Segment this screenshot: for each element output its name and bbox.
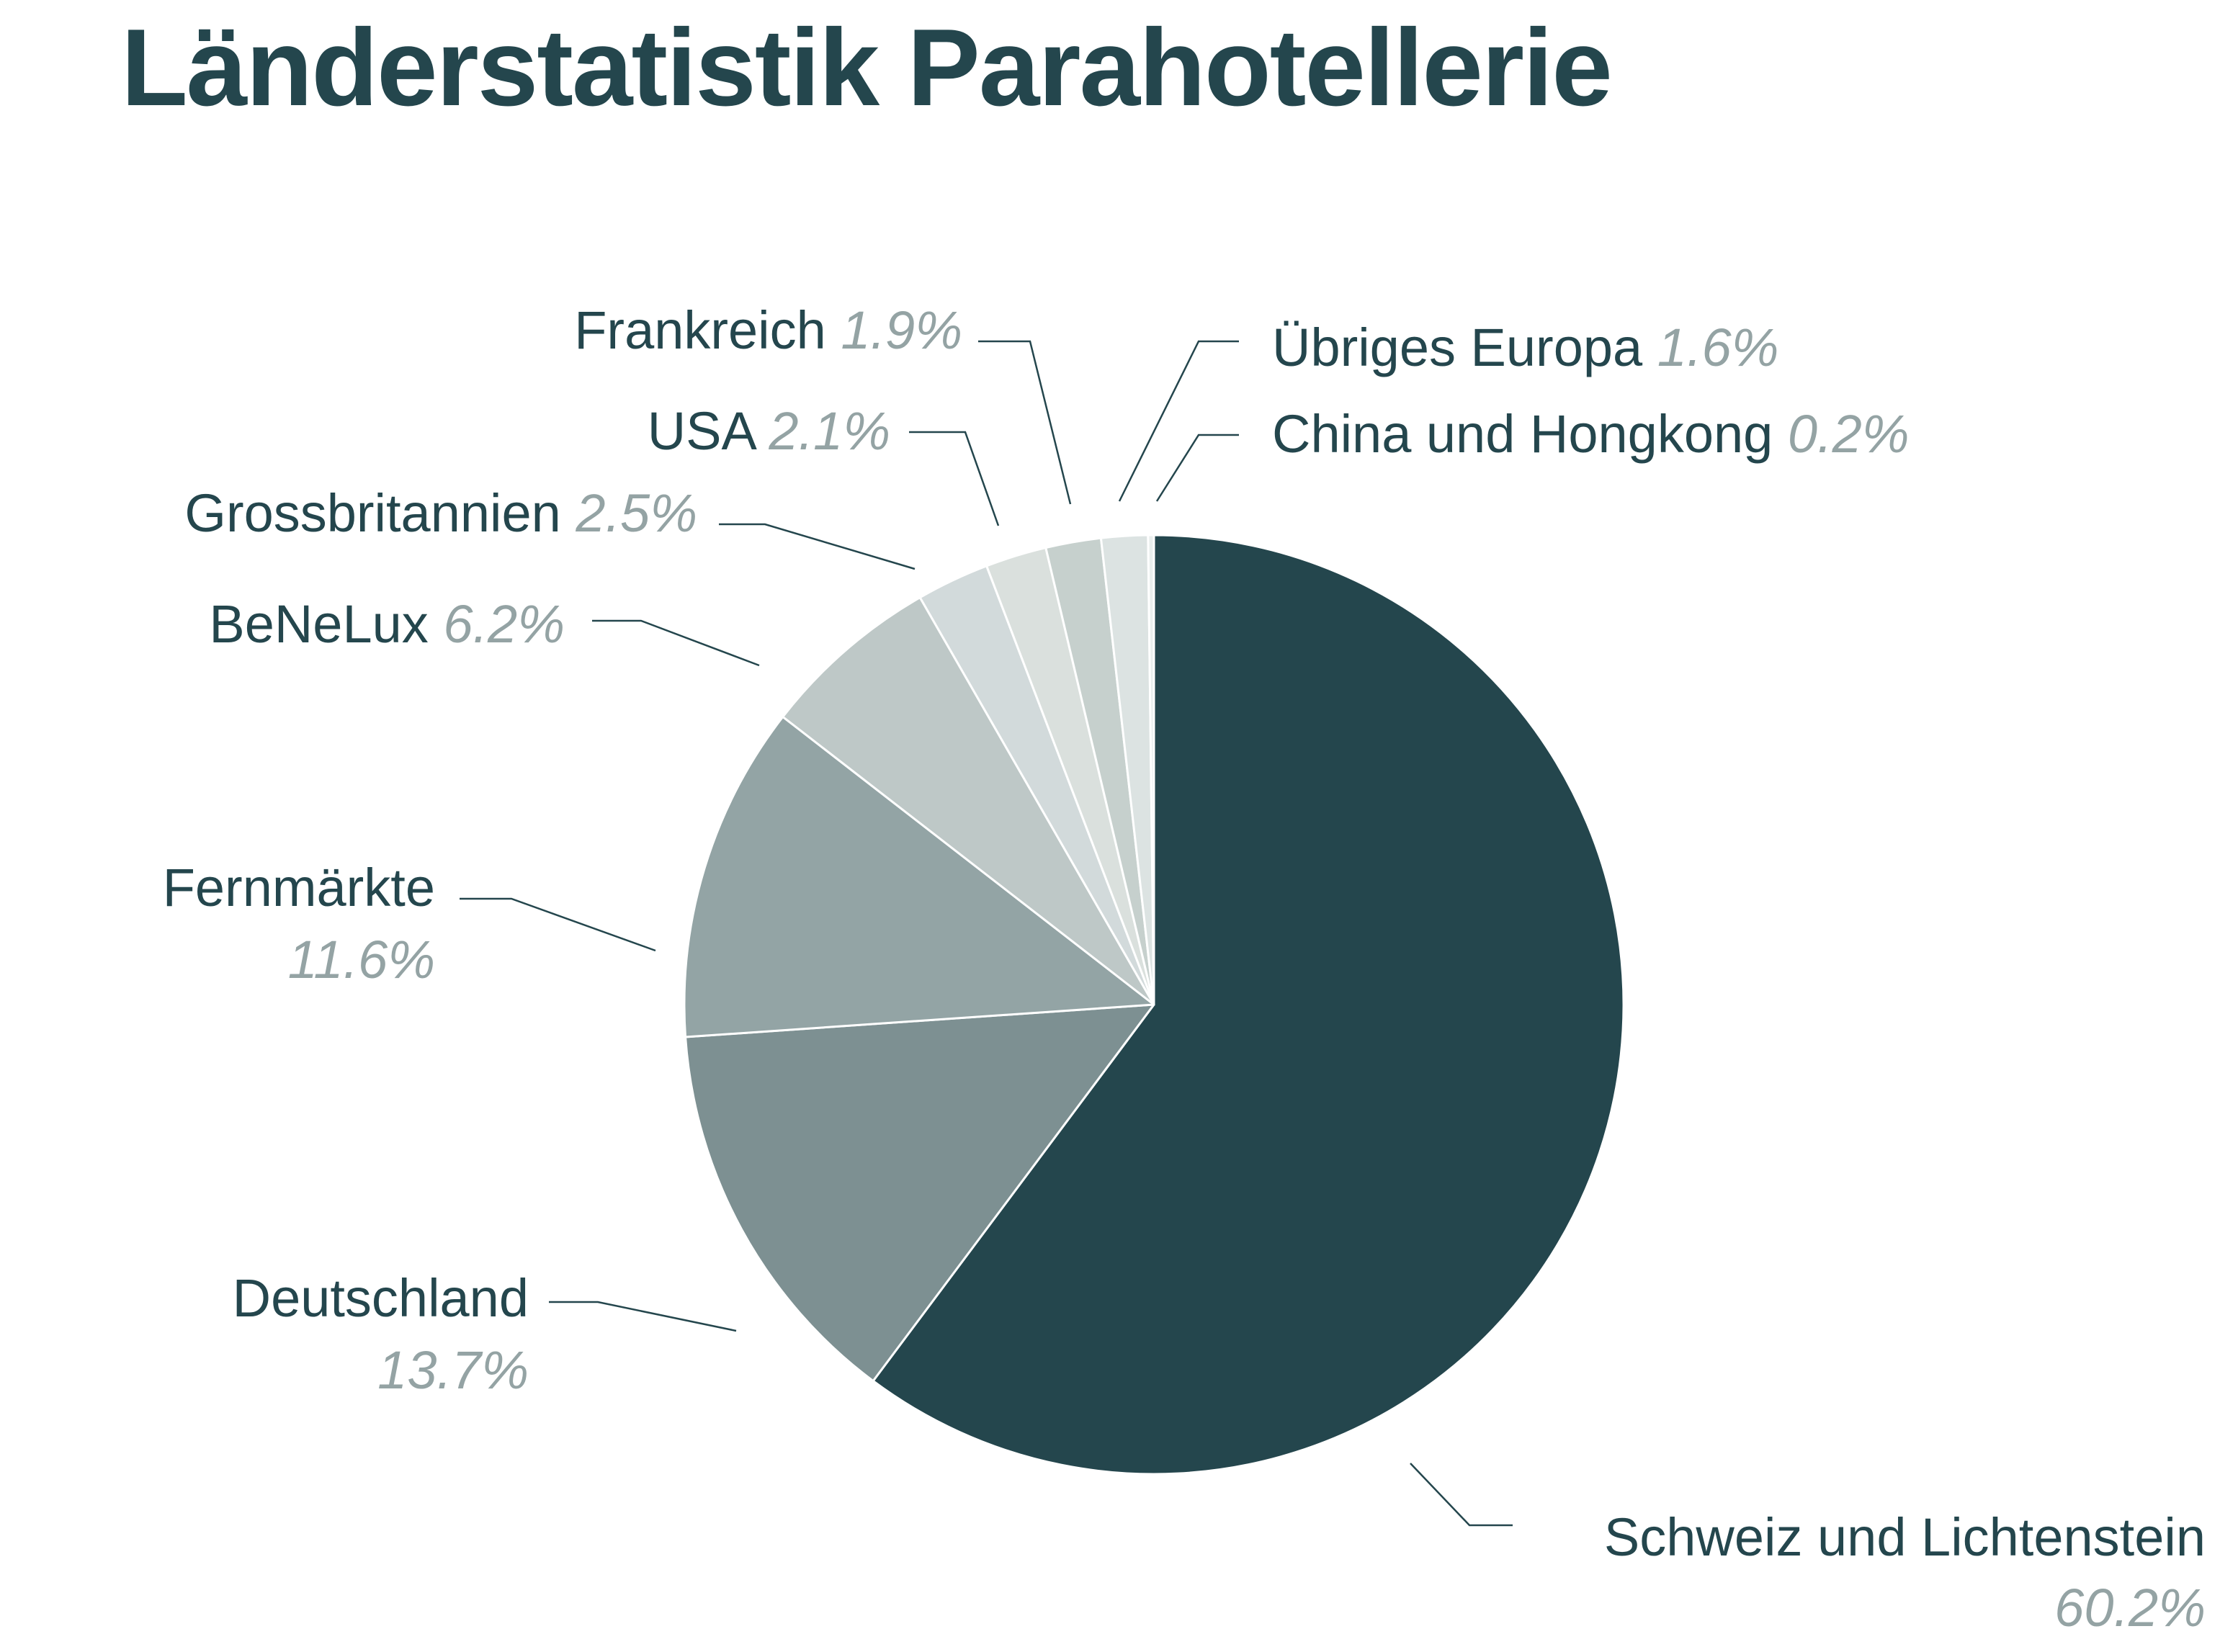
leader-line-deutschland [549, 1301, 737, 1332]
leader-line-benelux [592, 619, 760, 667]
slice-label-china-und-hongkong: China und Hongkong 0.2% [1272, 404, 1910, 464]
leader-line-grossbritannien [719, 523, 916, 570]
slice-value-china-und-hongkong: 0.2% [1788, 404, 1910, 464]
slice-value-ubriges-europa: 1.6% [1657, 318, 1779, 377]
slice-label-schweiz-und-lichtenstein: Schweiz und Lichtenstein [1604, 1507, 2206, 1567]
slice-value-fernmarkte: 11.6% [288, 930, 435, 989]
leader-line-china-und-hongkong [1155, 434, 1239, 502]
slice-label-fernmarkte: Fernmärkte [163, 858, 435, 917]
pie-slices [683, 534, 1625, 1476]
slice-label-ubriges-europa: Übriges Europa 1.6% [1272, 318, 1778, 377]
slice-value-usa: 2.1% [768, 401, 890, 461]
slice-label-grossbritannien: Grossbritannien 2.5% [184, 483, 697, 543]
slice-label-frankreich: Frankreich 1.9% [574, 300, 962, 360]
slice-label-benelux: BeNeLux 6.2% [209, 594, 565, 654]
slice-value-frankreich: 1.9% [841, 300, 962, 360]
leader-line-frankreich [978, 340, 1072, 505]
slice-value-benelux: 6.2% [443, 594, 565, 654]
pie-slice-deutschland [684, 1003, 1155, 1383]
slice-labels: Schweiz und Lichtenstein 60.2% Deutschland… [163, 300, 2206, 1638]
slice-label-usa: USA 2.1% [648, 401, 890, 461]
slice-value-grossbritannien: 2.5% [575, 483, 697, 543]
slice-value-schweiz-und-lichtenstein: 60.2% [2054, 1578, 2206, 1638]
chart-title: Länderstatistik Parahotellerie [121, 6, 1611, 129]
pie-slice-benelux [782, 596, 1155, 1006]
pie-slice-schweiz-und-lichtenstein [872, 534, 1625, 1476]
leader-line-ubriges-europa [1118, 340, 1239, 502]
leader-lines [460, 340, 1513, 1527]
leader-line-fernmarkte [460, 897, 656, 952]
leader-line-schweiz-und-lichtenstein [1410, 1463, 1513, 1527]
slice-label-deutschland: Deutschland [233, 1268, 529, 1328]
pie-slice-fernmarkte [683, 715, 1155, 1038]
pie-slice-china-und-hongkong [1147, 534, 1155, 1006]
slice-value-deutschland: 13.7% [377, 1340, 529, 1400]
leader-line-usa [909, 431, 1000, 526]
